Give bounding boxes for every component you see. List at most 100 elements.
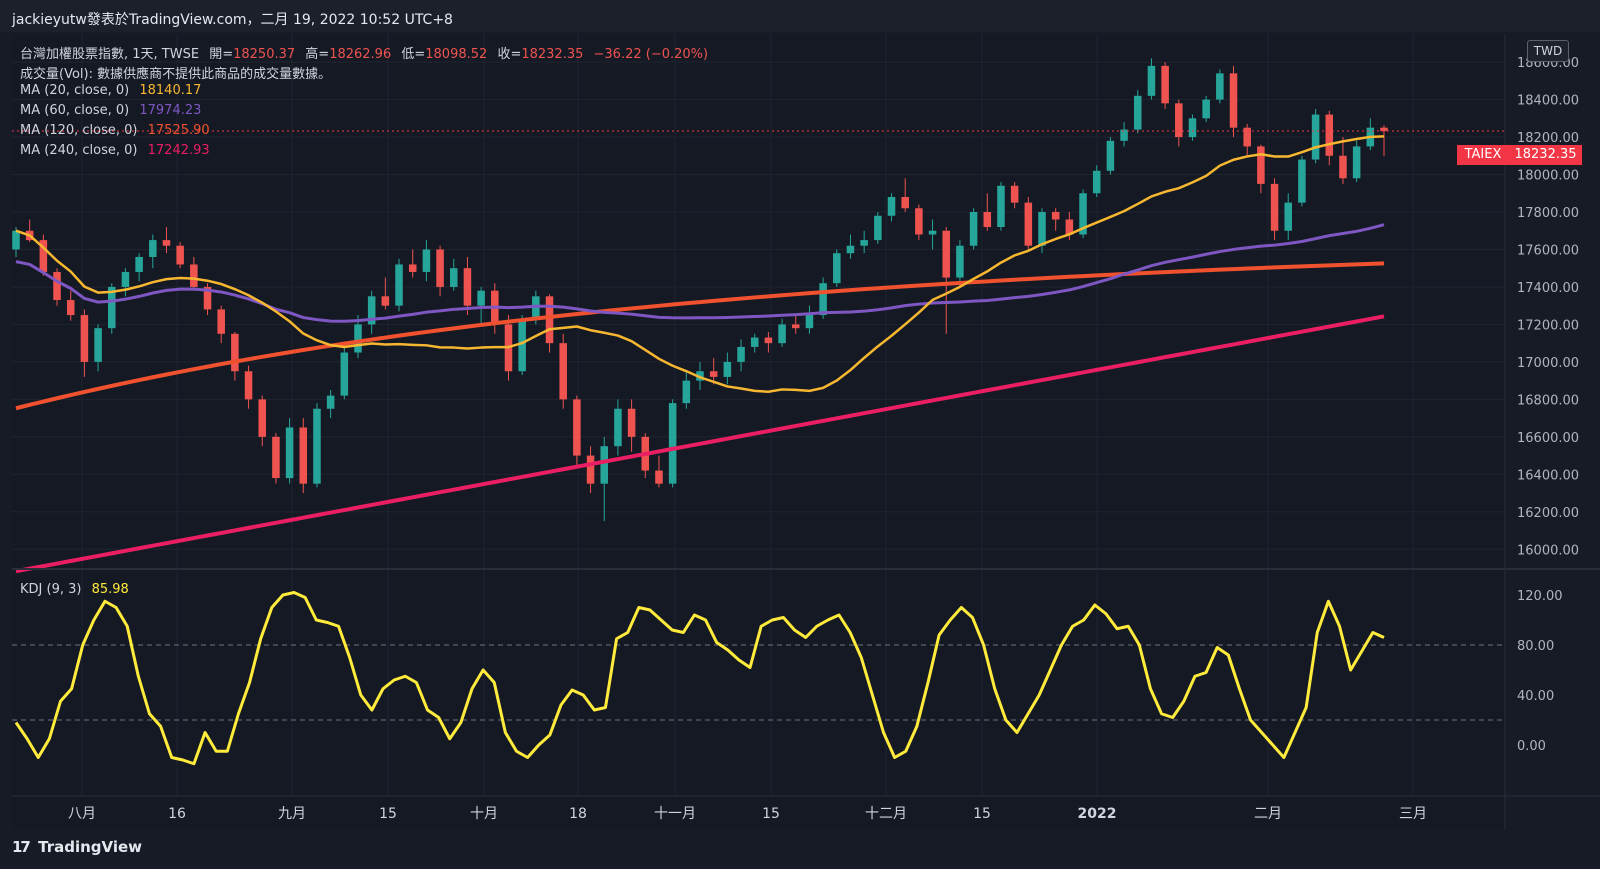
price-tick-label: 18200.00 (1517, 131, 1579, 146)
candle-body (162, 240, 171, 246)
candle-body (969, 212, 978, 246)
candle-body (668, 403, 677, 484)
candle-body (559, 343, 567, 400)
candle-body (1229, 73, 1238, 128)
candle-body (1188, 118, 1197, 138)
candle-body (272, 436, 280, 479)
candle-body (1325, 114, 1334, 156)
candle-body (627, 408, 636, 437)
candle-body (436, 249, 444, 287)
candle-body (545, 296, 554, 344)
candle-body (408, 264, 417, 272)
candle-body (1024, 202, 1033, 246)
candle-body (449, 268, 458, 287)
candle-body (135, 256, 143, 272)
candle-body (942, 230, 951, 278)
ma120-label: MA (120, close, 0) (20, 123, 138, 138)
time-tick-label: 16 (168, 806, 186, 822)
candle-body (1133, 95, 1142, 130)
close-value: 18232.35 (521, 47, 584, 62)
time-tick-label: 15 (973, 806, 991, 822)
ma60-legend[interactable]: MA (60, close, 0) 17974.23 (20, 103, 201, 118)
candle-body (176, 245, 184, 265)
candle-body (231, 333, 239, 372)
candle-body (614, 408, 622, 447)
high-label: 高= (305, 47, 330, 62)
candle-body (395, 264, 403, 306)
high-value: 18262.96 (329, 47, 392, 62)
publish-bar: jackieyutw發表於TradingView.com，二月 19, 2022… (0, 0, 1600, 32)
ma240-legend[interactable]: MA (240, close, 0) 17242.93 (20, 143, 210, 158)
candle-body (258, 399, 267, 437)
currency-button[interactable]: TWD (1527, 40, 1569, 62)
price-tick-label: 16400.00 (1517, 468, 1579, 483)
candle-body (1079, 193, 1087, 235)
candle-body (655, 470, 663, 484)
candle-body (956, 245, 964, 278)
candle-body (1106, 140, 1115, 171)
candle-body (983, 212, 992, 227)
publish-line: jackieyutw發表於TradingView.com，二月 19, 2022… (12, 12, 453, 28)
candle-body (887, 197, 896, 216)
candle-body (1257, 146, 1265, 184)
candle-body (518, 318, 526, 372)
candle-body (997, 185, 1005, 227)
candle-body (190, 264, 198, 287)
kdj-tick-label: 40.00 (1517, 689, 1554, 704)
candle-body (477, 290, 485, 306)
kdj-line (14, 591, 1385, 766)
kdj-legend[interactable]: KDJ (9, 3) 85.98 (20, 582, 129, 597)
price-tick-label: 16200.00 (1517, 506, 1579, 521)
time-tick-label: 二月 (1254, 806, 1282, 822)
ohlc-legend: 台灣加權股票指數, 1天, TWSE 開=18250.37 高=18262.96… (20, 43, 708, 62)
candle-body (217, 309, 225, 334)
open-label: 開= (209, 47, 234, 62)
kdj-label: KDJ (9, 3) (20, 582, 82, 597)
candle-body (39, 240, 48, 272)
time-tick-label: 18 (569, 806, 587, 822)
price-tick-label: 18400.00 (1517, 94, 1579, 109)
candle-body (1161, 65, 1169, 104)
candle-body (299, 427, 308, 484)
candle-body (928, 230, 937, 235)
candle-body (1270, 183, 1279, 231)
time-tick-label: 15 (379, 806, 397, 822)
candle-body (901, 197, 909, 209)
candle-body (764, 337, 773, 344)
ma20-line (15, 135, 1385, 394)
ma60-label: MA (60, close, 0) (20, 103, 130, 118)
candle-body (1216, 73, 1224, 100)
price-tick-label: 16800.00 (1517, 393, 1579, 408)
ma20-label: MA (20, close, 0) (20, 83, 130, 98)
candle-body (285, 427, 294, 479)
ma20-legend[interactable]: MA (20, close, 0) 18140.17 (20, 83, 201, 98)
tradingview-brand[interactable]: 17 TradingView (12, 838, 142, 856)
candle-body (1352, 146, 1361, 179)
ma20-value: 18140.17 (139, 83, 202, 98)
candle-body (1243, 127, 1251, 147)
moving-averages (12, 130, 1505, 574)
change-value: −36.22 (−0.20%) (593, 47, 709, 62)
time-tick-label: 三月 (1399, 806, 1427, 822)
candle-body (1051, 212, 1060, 220)
open-value: 18250.37 (233, 47, 296, 62)
ma60-value: 17974.23 (139, 103, 202, 118)
candle-body (1038, 212, 1046, 246)
candle-body (422, 249, 431, 272)
candle-body (1298, 159, 1306, 203)
price-tick-label: 17600.00 (1517, 243, 1579, 258)
grid (12, 34, 1505, 795)
candle-body (326, 395, 335, 409)
candle-body (1339, 155, 1347, 179)
price-tick-label: 17000.00 (1517, 356, 1579, 371)
candle-body (94, 328, 102, 362)
kdj-value: 85.98 (91, 582, 129, 597)
ma60-line (15, 223, 1385, 323)
candle-body (354, 324, 362, 353)
candle-body (367, 296, 376, 325)
ma120-legend[interactable]: MA (120, close, 0) 17525.90 (20, 123, 210, 138)
axes: 18600.0018400.0018200.0018000.0017800.00… (12, 34, 1600, 830)
candle-body (586, 455, 595, 484)
candle-body (121, 271, 130, 287)
